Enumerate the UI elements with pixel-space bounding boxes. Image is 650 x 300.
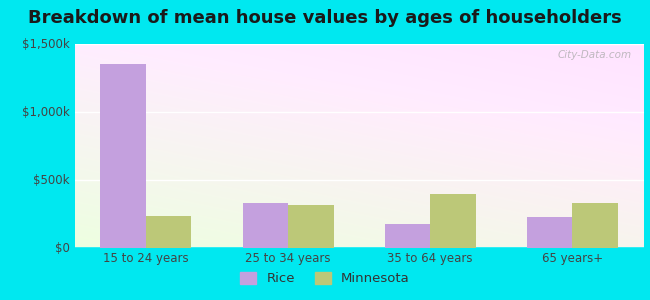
Text: Breakdown of mean house values by ages of householders: Breakdown of mean house values by ages o…: [28, 9, 622, 27]
Bar: [527, 217, 573, 248]
Bar: [430, 194, 476, 248]
Bar: [385, 224, 430, 248]
Bar: [146, 216, 191, 247]
Legend: Rice, Minnesota: Rice, Minnesota: [235, 266, 415, 290]
Text: City-Data.com: City-Data.com: [558, 50, 632, 60]
Bar: [288, 205, 333, 248]
Bar: [573, 202, 618, 247]
Bar: [100, 64, 146, 248]
Bar: [242, 202, 288, 247]
